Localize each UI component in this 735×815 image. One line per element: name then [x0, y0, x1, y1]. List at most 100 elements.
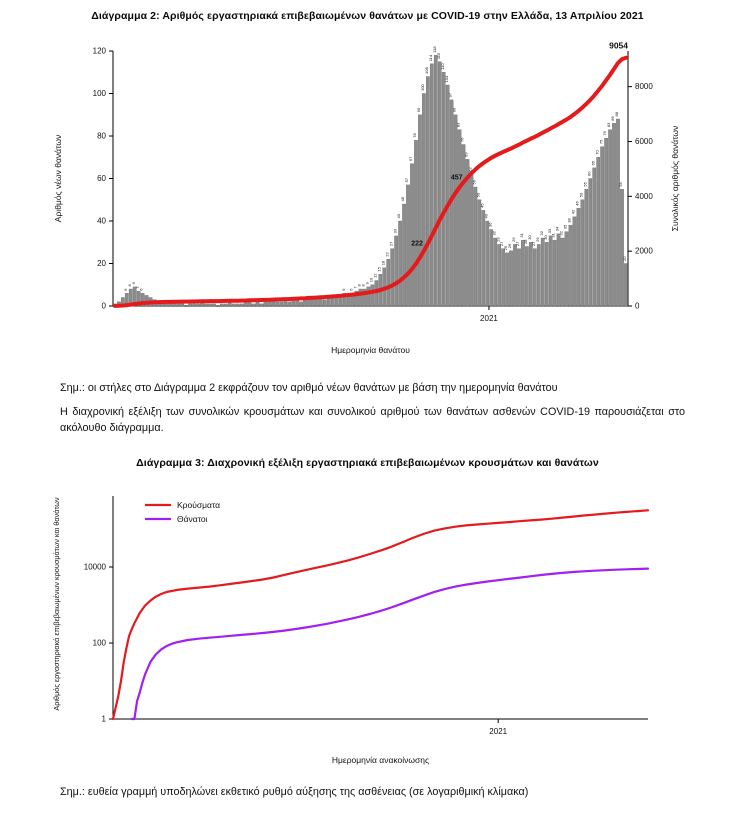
svg-text:40: 40	[483, 213, 488, 218]
svg-text:20: 20	[97, 259, 106, 268]
svg-text:9054: 9054	[609, 41, 628, 51]
svg-text:45: 45	[479, 203, 484, 208]
svg-text:79: 79	[602, 130, 607, 135]
svg-text:Αριθμός εργαστηριακά επιβεβαιω: Αριθμός εργαστηριακά επιβεβαιωμένων κρου…	[52, 497, 61, 711]
svg-text:100: 100	[420, 84, 425, 91]
svg-text:8000: 8000	[635, 82, 653, 91]
svg-text:22: 22	[384, 252, 389, 257]
svg-text:33: 33	[547, 228, 552, 233]
svg-text:27: 27	[531, 241, 536, 246]
svg-text:76: 76	[460, 137, 465, 142]
svg-text:50: 50	[475, 192, 480, 197]
svg-text:9: 9	[131, 281, 136, 284]
svg-text:108: 108	[424, 67, 429, 74]
svg-text:6: 6	[341, 288, 346, 291]
svg-text:34: 34	[555, 226, 560, 231]
svg-text:32: 32	[539, 230, 544, 235]
svg-text:30: 30	[543, 235, 548, 240]
svg-text:8: 8	[127, 284, 132, 287]
svg-text:29: 29	[511, 237, 516, 242]
figure2-footnote: Σημ.: οι στήλες στο Διάγραμμα 2 εκφράζου…	[60, 382, 558, 394]
svg-text:42: 42	[571, 209, 576, 214]
svg-text:100: 100	[93, 639, 107, 648]
svg-text:0: 0	[102, 302, 107, 311]
svg-text:6: 6	[139, 288, 144, 291]
svg-text:67: 67	[408, 156, 413, 161]
svg-text:2000: 2000	[635, 247, 653, 256]
svg-text:10: 10	[368, 277, 373, 282]
svg-text:Θάνατοι: Θάνατοι	[177, 514, 208, 524]
svg-text:110: 110	[440, 63, 445, 70]
svg-text:70: 70	[594, 150, 599, 155]
svg-text:90: 90	[416, 107, 421, 112]
figure3-cumulative-chart: 1 100 10000 2021 Κρούσματα Θάνατοι Αριθμός εργ…	[52, 496, 650, 765]
figure3-footnote: Σημ.: ευθεία γραμμή υποδηλώνει εκθετικό …	[60, 786, 529, 798]
svg-text:18: 18	[380, 260, 385, 265]
svg-text:114: 114	[428, 54, 433, 61]
svg-text:40: 40	[396, 213, 401, 218]
svg-text:2021: 2021	[480, 314, 498, 323]
svg-text:29: 29	[535, 237, 540, 242]
svg-text:457: 457	[451, 174, 463, 181]
svg-text:8: 8	[357, 284, 362, 287]
svg-text:97: 97	[448, 92, 453, 97]
svg-text:29: 29	[495, 237, 500, 242]
svg-text:60: 60	[586, 171, 591, 176]
svg-text:86: 86	[610, 116, 615, 121]
svg-text:78: 78	[412, 133, 417, 138]
figure2-deaths-chart: 0204060801001200200040006000800020216897…	[53, 41, 680, 355]
svg-text:104: 104	[444, 75, 449, 82]
svg-text:60: 60	[97, 174, 106, 183]
body-paragraph: Η διαχρονική εξέλιξη των συνολικών κρουσ…	[60, 406, 685, 435]
svg-text:Ημερομηνία ανακοίνωσης: Ημερομηνία ανακοίνωσης	[332, 755, 429, 765]
svg-text:Κρούσματα: Κρούσματα	[177, 500, 220, 510]
svg-text:15: 15	[376, 266, 381, 271]
svg-text:27: 27	[388, 241, 393, 246]
svg-text:26: 26	[507, 243, 512, 248]
svg-text:115: 115	[436, 52, 441, 59]
svg-text:10000: 10000	[84, 563, 107, 572]
svg-text:38: 38	[567, 218, 572, 223]
svg-text:7: 7	[353, 286, 358, 289]
svg-text:27: 27	[515, 241, 520, 246]
svg-text:1: 1	[102, 715, 107, 724]
svg-text:9: 9	[365, 281, 370, 284]
figure2-title: Διάγραμμα 2: Αριθμός εργαστηριακά επιβεβ…	[91, 10, 644, 22]
svg-text:35: 35	[563, 224, 568, 229]
svg-text:120: 120	[93, 47, 107, 56]
svg-text:56: 56	[471, 179, 476, 184]
svg-text:83: 83	[606, 122, 611, 127]
svg-text:80: 80	[97, 132, 106, 141]
svg-text:Ημερομηνία θανάτου: Ημερομηνία θανάτου	[331, 345, 410, 355]
svg-text:27: 27	[499, 241, 504, 246]
svg-text:33: 33	[392, 228, 397, 233]
svg-text:69: 69	[464, 152, 469, 157]
svg-text:48: 48	[400, 196, 405, 201]
svg-text:2021: 2021	[489, 727, 507, 736]
svg-text:6000: 6000	[635, 137, 653, 146]
svg-text:100: 100	[93, 89, 107, 98]
svg-text:30: 30	[527, 235, 532, 240]
svg-text:90: 90	[452, 107, 457, 112]
svg-text:0: 0	[635, 302, 640, 311]
svg-text:6: 6	[123, 288, 128, 291]
svg-text:50: 50	[578, 192, 583, 197]
svg-text:57: 57	[404, 177, 409, 182]
svg-text:7: 7	[135, 286, 140, 289]
svg-text:20: 20	[622, 256, 627, 261]
svg-text:222: 222	[411, 240, 423, 247]
svg-text:25: 25	[503, 245, 508, 250]
svg-text:40: 40	[97, 217, 106, 226]
svg-text:46: 46	[574, 201, 579, 206]
svg-text:83: 83	[456, 122, 461, 127]
svg-text:12: 12	[372, 273, 377, 278]
svg-text:4000: 4000	[635, 192, 653, 201]
svg-text:31: 31	[519, 232, 524, 237]
svg-text:62: 62	[468, 167, 473, 172]
svg-text:32: 32	[559, 230, 564, 235]
svg-text:28: 28	[523, 239, 528, 244]
svg-text:36: 36	[487, 222, 492, 227]
svg-text:31: 31	[551, 232, 556, 237]
svg-text:55: 55	[618, 181, 623, 186]
